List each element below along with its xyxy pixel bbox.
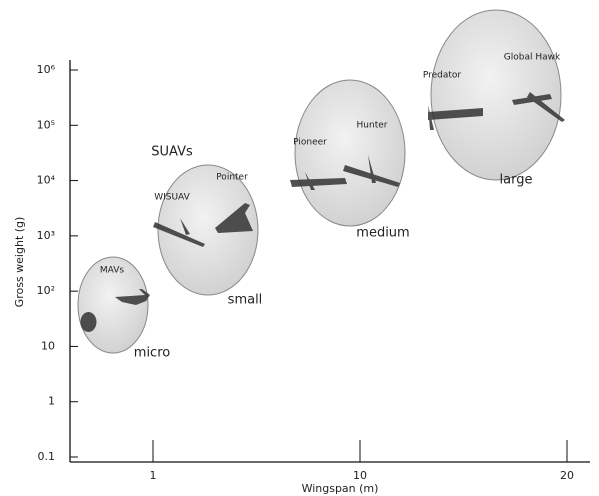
annotation: SUAVs <box>151 145 193 160</box>
annotation: Pioneer <box>293 138 327 148</box>
y-axis-label: Gross weight (g) <box>13 217 26 308</box>
annotation: large <box>500 173 533 188</box>
x-axis-label: Wingspan (m) <box>302 482 379 495</box>
y-tick-label: 10⁴ <box>37 174 56 187</box>
y-tick-label: 10⁶ <box>37 63 56 76</box>
annotation: WISUAV <box>154 193 190 203</box>
x-tick-label: 10 <box>353 469 367 482</box>
annotation: medium <box>356 226 409 241</box>
annotation: Global Hawk <box>504 53 561 63</box>
annotation: Pointer <box>216 173 248 183</box>
y-tick-label: 10⁵ <box>37 118 55 131</box>
y-tick-label: 1 <box>48 395 55 408</box>
annotation: Hunter <box>357 121 388 131</box>
annotation: small <box>228 293 263 308</box>
class-region <box>295 80 405 226</box>
annotation: MAVs <box>100 266 125 276</box>
x-tick-label: 20 <box>560 469 574 482</box>
y-tick-label: 0.1 <box>38 450 56 463</box>
aircraft <box>81 312 97 332</box>
annotation: Predator <box>423 71 462 81</box>
x-tick-label: 1 <box>150 469 157 482</box>
chart: Gross weight (g) Wingspan (m) 0.1 1 10 10² 1… <box>0 0 599 496</box>
class-region <box>431 10 561 180</box>
y-tick-label: 10³ <box>37 229 55 242</box>
annotation: micro <box>134 346 170 361</box>
y-tick-label: 10 <box>41 339 55 352</box>
y-tick-label: 10² <box>37 284 55 297</box>
